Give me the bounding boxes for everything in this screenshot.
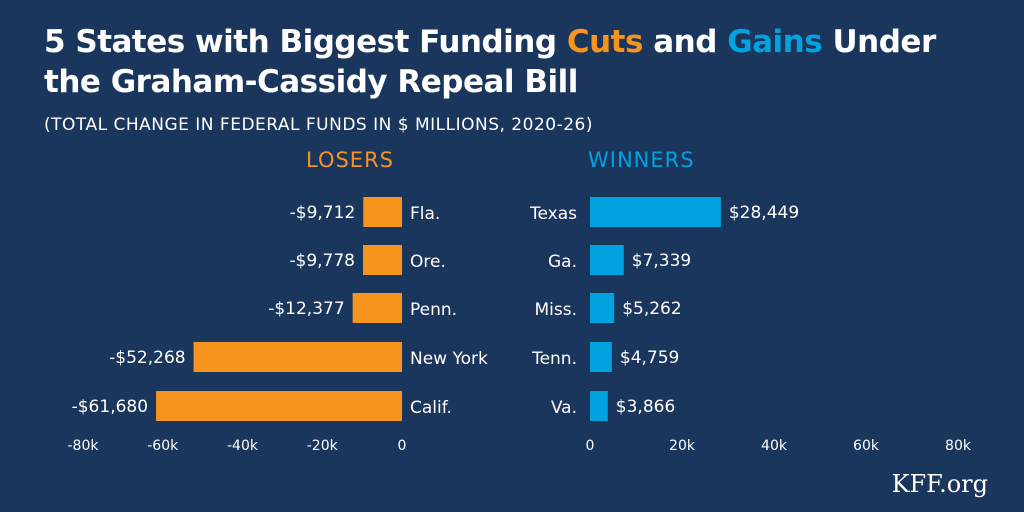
winner-state-label: Va. [551,398,577,418]
loser-axis-tick: -20k [307,438,339,454]
winner-state-label: Texas [529,204,577,224]
loser-state-label: Ore. [410,252,446,272]
loser-bar [363,197,402,227]
kff-logo: KFF.org [891,470,988,498]
loser-axis-tick: -40k [227,438,259,454]
loser-bar [193,342,402,372]
loser-axis-tick: 0 [398,438,407,454]
winner-axis-tick: 60k [853,438,880,454]
title-part-1: 5 States with Biggest Funding [44,24,567,60]
loser-bar [352,293,402,323]
chart-title: 5 States with Biggest Funding Cuts and G… [44,22,984,102]
winner-value-label: $4,759 [620,348,679,368]
winner-bar [590,342,612,372]
loser-bar [363,245,402,275]
loser-axis-tick: -60k [147,438,179,454]
winner-value-label: $28,449 [729,203,799,223]
title-gains: Gains [727,24,823,60]
loser-state-label: Calif. [410,398,452,418]
loser-state-label: Penn. [410,300,457,320]
winner-axis-tick: 80k [945,438,972,454]
chart-subtitle: (TOTAL CHANGE IN FEDERAL FUNDS IN $ MILL… [44,115,593,135]
winner-axis-tick: 0 [586,438,595,454]
winner-bar [590,245,624,275]
winner-value-label: $5,262 [622,299,681,319]
loser-axis-tick: -80k [68,438,100,454]
loser-value-label: -$12,377 [268,299,344,319]
winner-axis-tick: 40k [761,438,788,454]
title-part-3: Under the Graham-Cassidy Repeal Bill [44,24,936,100]
winner-bar [590,197,721,227]
winner-state-label: Ga. [548,252,577,272]
winner-value-label: $3,866 [616,397,675,417]
winner-value-label: $7,339 [632,251,691,271]
winner-bar [590,391,608,421]
winner-axis-tick: 20k [669,438,696,454]
title-part-2: and [642,24,728,60]
winners-heading: WINNERS [588,148,695,172]
losers-heading: LOSERS [306,148,395,172]
winner-bar [590,293,615,323]
loser-value-label: -$9,778 [289,251,355,271]
winner-state-label: Tenn. [531,349,577,369]
winner-state-label: Miss. [534,300,577,320]
loser-value-label: -$52,268 [109,348,185,368]
loser-value-label: -$61,680 [72,397,148,417]
loser-bar [156,391,402,421]
title-cuts: Cuts [566,24,644,60]
loser-value-label: -$9,712 [290,203,356,223]
loser-state-label: Fla. [410,204,440,224]
loser-state-label: New York [410,349,488,369]
